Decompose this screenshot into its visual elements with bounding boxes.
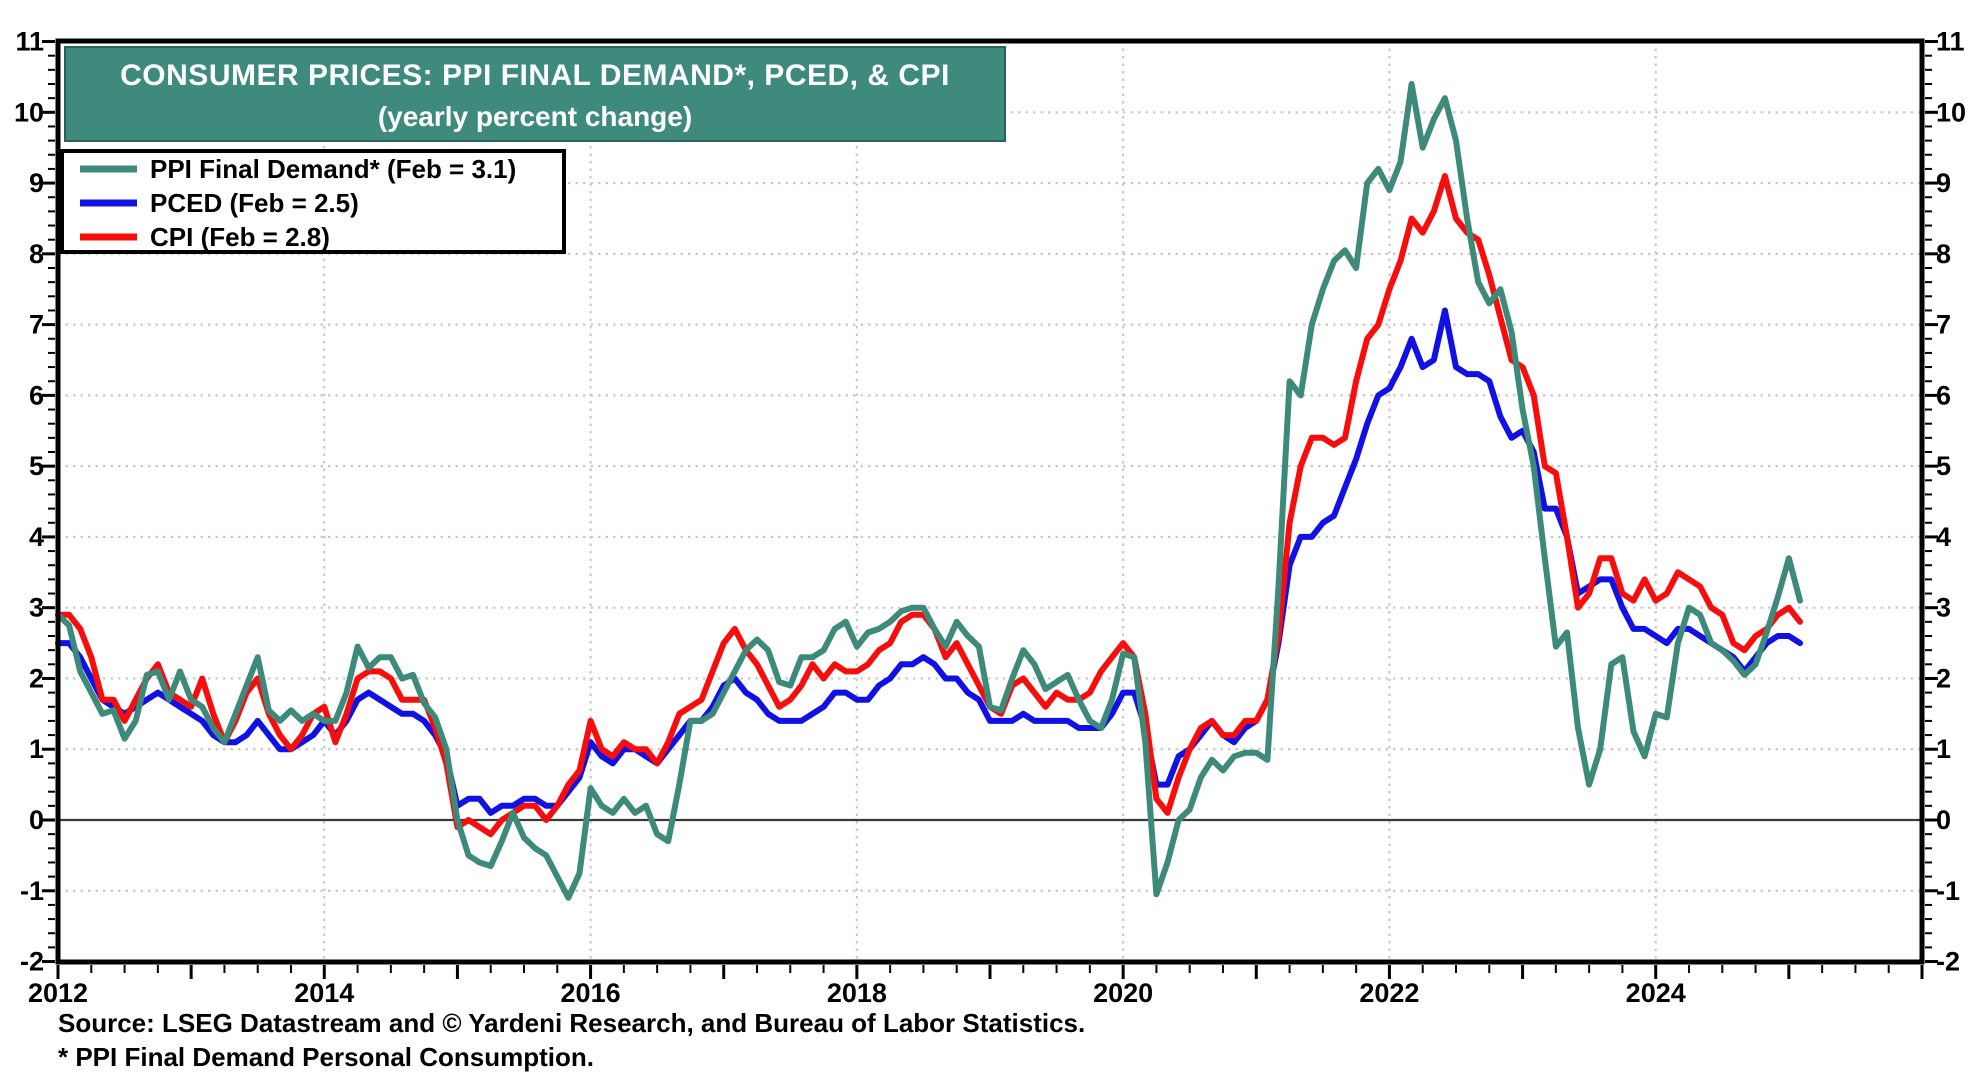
legend-label-ppi: PPI Final Demand* (Feb = 3.1) xyxy=(150,154,516,184)
y-axis-label-left: 2 xyxy=(29,663,44,693)
y-axis-label-right: 0 xyxy=(1936,805,1951,835)
plot-border xyxy=(55,38,1925,965)
plot-frame xyxy=(55,38,1925,965)
footnote: * PPI Final Demand Personal Consumption. xyxy=(58,1042,594,1072)
y-axis-label-left: 4 xyxy=(29,522,44,552)
title-banner: CONSUMER PRICES: PPI FINAL DEMAND*, PCED… xyxy=(64,46,1006,142)
source-note: Source: LSEG Datastream and © Yardeni Re… xyxy=(58,1008,1085,1038)
legend-item-ppi: PPI Final Demand* (Feb = 3.1) xyxy=(80,154,516,184)
x-axis-label: 2018 xyxy=(827,978,887,1008)
y-axis-label-right: 8 xyxy=(1936,239,1951,269)
y-axis-label-left: 9 xyxy=(29,168,44,198)
y-axis-label-left: -2 xyxy=(20,947,44,977)
y-axis-label-left: -1 xyxy=(20,876,44,906)
y-axis-label-right: 4 xyxy=(1936,522,1951,552)
y-axis-label-left: 11 xyxy=(15,27,44,57)
legend-item-pced: PCED (Feb = 2.5) xyxy=(80,188,359,218)
y-axis-label-right: 1 xyxy=(1936,734,1951,764)
y-axis-label-right: 10 xyxy=(1936,97,1966,127)
legend-label-cpi: CPI (Feb = 2.8) xyxy=(150,222,330,252)
legend-item-cpi: CPI (Feb = 2.8) xyxy=(80,222,330,252)
x-axis-label: 2020 xyxy=(1093,978,1153,1008)
y-axis-label-left: 3 xyxy=(29,593,44,623)
x-axis-label: 2016 xyxy=(561,978,621,1008)
y-axis-label-left: 7 xyxy=(29,310,44,340)
y-axis-label-right: 5 xyxy=(1936,451,1951,481)
legend-label-pced: PCED (Feb = 2.5) xyxy=(150,188,359,218)
series-line-pced xyxy=(55,307,1803,816)
footer: Source: LSEG Datastream and © Yardeni Re… xyxy=(58,1008,1085,1072)
axis-ticks xyxy=(42,40,1938,979)
y-axis-label-left: 1 xyxy=(29,734,44,764)
x-axis-label: 2012 xyxy=(28,978,88,1008)
y-axis-label-left: 5 xyxy=(29,451,44,481)
y-axis-label-right: 2 xyxy=(1936,663,1951,693)
y-axis-label-left: 0 xyxy=(29,805,44,835)
x-axis-label: 2024 xyxy=(1626,978,1686,1008)
gridlines xyxy=(58,41,1922,962)
chart-title: CONSUMER PRICES: PPI FINAL DEMAND*, PCED… xyxy=(120,59,950,92)
y-axis-label-left: 10 xyxy=(14,97,44,127)
y-axis-label-right: 7 xyxy=(1936,310,1951,340)
y-axis-label-right: 3 xyxy=(1936,593,1951,623)
y-axis-label-right: 6 xyxy=(1936,380,1951,410)
y-axis-label-right: -1 xyxy=(1936,876,1960,906)
y-axis-label-right: -2 xyxy=(1936,947,1960,977)
x-axis-label: 2014 xyxy=(294,978,354,1008)
y-axis-label-right: 11 xyxy=(1936,27,1965,57)
y-axis-label-left: 6 xyxy=(29,380,44,410)
x-axis-label: 2022 xyxy=(1359,978,1419,1008)
series-line-ppi xyxy=(55,81,1803,901)
legend: PPI Final Demand* (Feb = 3.1) PCED (Feb … xyxy=(60,149,566,254)
y-axis-label-left: 8 xyxy=(29,239,44,269)
data-series xyxy=(55,81,1803,901)
y-axis-label-right: 9 xyxy=(1936,168,1951,198)
chart-subtitle: (yearly percent change) xyxy=(378,101,692,132)
